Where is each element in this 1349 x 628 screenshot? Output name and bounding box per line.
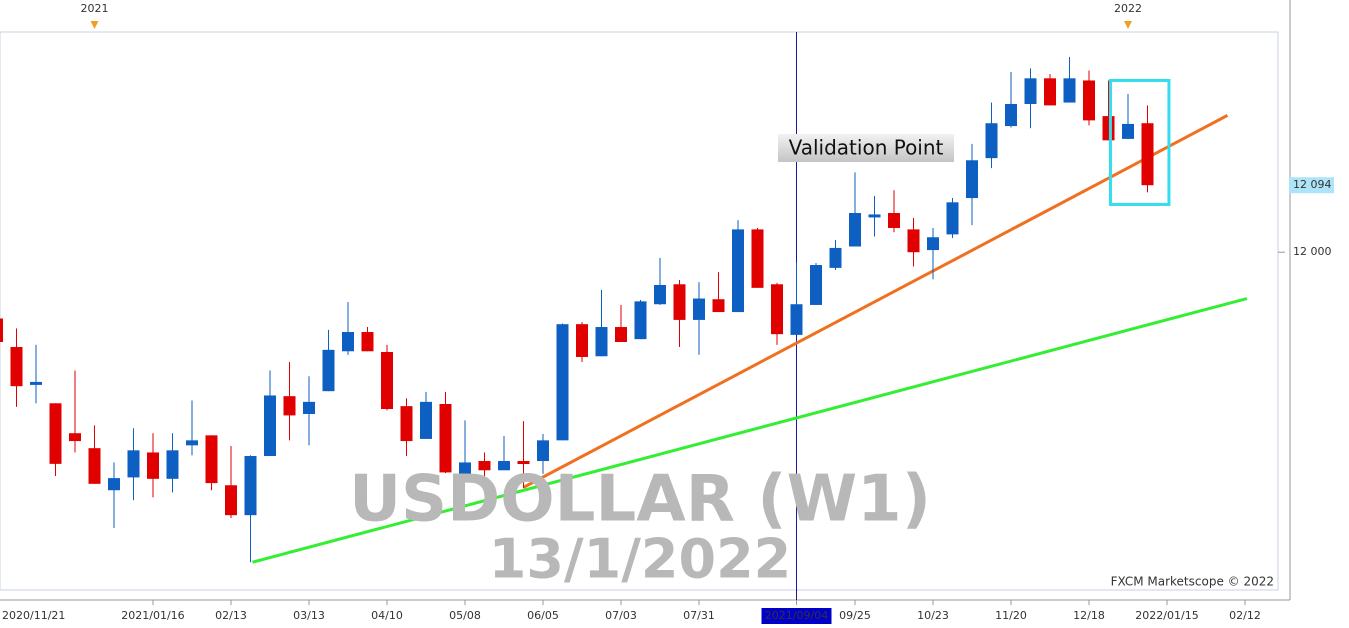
candle-body (537, 440, 550, 462)
highlight-box (1108, 78, 1171, 206)
candle-body (1141, 123, 1154, 186)
candle-body (634, 301, 647, 340)
watermark-title: USDOLLAR (W1) (349, 463, 931, 537)
candle-body (498, 461, 511, 471)
candle-body (166, 450, 179, 479)
candle-body (263, 395, 276, 457)
x-tick-label: 09/25 (839, 609, 871, 622)
annotation-box (778, 134, 954, 162)
candle-body (966, 160, 979, 199)
candle-body (1005, 103, 1018, 127)
candle-body (868, 214, 881, 218)
x-tick-label: 2022/01/15 (1135, 609, 1198, 622)
candle-body (0, 318, 3, 342)
candle-body (693, 298, 706, 320)
candle-body (478, 461, 491, 471)
x-tick-label: 03/13 (293, 609, 325, 622)
candle-body (1102, 116, 1115, 141)
candle-body (888, 213, 901, 228)
candle-body (420, 401, 432, 439)
year-marker (90, 21, 99, 29)
last-price-label: 12 094 (1293, 178, 1332, 191)
x-tick-label: 2021/09/04 (765, 609, 828, 622)
candle-body (185, 440, 198, 446)
candle-body (107, 478, 120, 491)
candle-body (907, 229, 920, 253)
candle-body (88, 448, 101, 484)
candle-body (751, 229, 764, 288)
year-marker (1124, 21, 1133, 29)
candle-body (517, 461, 530, 465)
candle-body (1063, 78, 1076, 103)
candle-body (576, 324, 589, 357)
y-tick-label: 12 000 (1293, 245, 1332, 258)
candle-body (283, 396, 296, 416)
candle-body (771, 284, 784, 335)
credit: FXCM Marketscope © 2022 (1111, 575, 1274, 589)
year-label: 2022 (1114, 2, 1142, 15)
candle-body (1044, 78, 1057, 106)
candle-body (146, 452, 159, 479)
candle-body (10, 346, 23, 387)
x-tick-label: 10/23 (917, 609, 949, 622)
candle-body (49, 403, 62, 464)
candle-body (29, 381, 42, 385)
x-tick-label: 05/08 (449, 609, 481, 622)
x-tick-label: 2021/01/16 (121, 609, 184, 622)
x-tick-label: 11/20 (995, 609, 1027, 622)
candle-body (205, 435, 218, 484)
candle-body (732, 229, 745, 313)
candle-body (556, 324, 569, 441)
x-tick-label: 2020/11/21 (2, 609, 65, 622)
year-label: 2021 (80, 2, 108, 15)
x-tick-label: 07/31 (683, 609, 715, 622)
candle-body (615, 327, 628, 342)
candle-body (380, 351, 393, 409)
candle-body (400, 406, 413, 442)
candle-body (1083, 80, 1096, 121)
annotation: Validation Point (789, 136, 944, 160)
candle-body (361, 332, 374, 352)
x-tick-label: 06/05 (527, 609, 559, 622)
x-tick-label: 12/18 (1073, 609, 1105, 622)
candle-body (985, 123, 998, 159)
x-tick-label: 04/10 (371, 609, 403, 622)
plot-frame (0, 31, 1279, 591)
candle-body (322, 349, 335, 392)
candle-body (927, 237, 940, 251)
x-tick-label: 02/13 (215, 609, 247, 622)
candle-body (1122, 123, 1135, 139)
x-tick-label: 07/03 (605, 609, 637, 622)
candle-body (595, 327, 608, 357)
trend-line (252, 297, 1248, 564)
highlight-date-box (761, 608, 832, 624)
candle-body (790, 304, 803, 335)
candle-body (946, 202, 959, 235)
candle-body (849, 213, 862, 247)
candle-body (673, 284, 686, 320)
candle-body (1024, 78, 1037, 104)
candle-body (712, 299, 725, 313)
candle-body (439, 404, 452, 473)
candle-body (341, 332, 354, 352)
last-price-box (1289, 177, 1334, 194)
candle-body (244, 456, 257, 516)
candle-body (810, 265, 823, 305)
candle-body (829, 247, 842, 268)
candle-body (459, 462, 472, 476)
candle-body (302, 401, 315, 414)
candle-body (224, 485, 237, 516)
candle-body (654, 284, 667, 305)
watermark-date: 13/1/2022 (489, 528, 791, 591)
x-tick-label: 02/12 (1229, 609, 1261, 622)
candle-body (127, 450, 140, 478)
candle-body (68, 433, 81, 442)
